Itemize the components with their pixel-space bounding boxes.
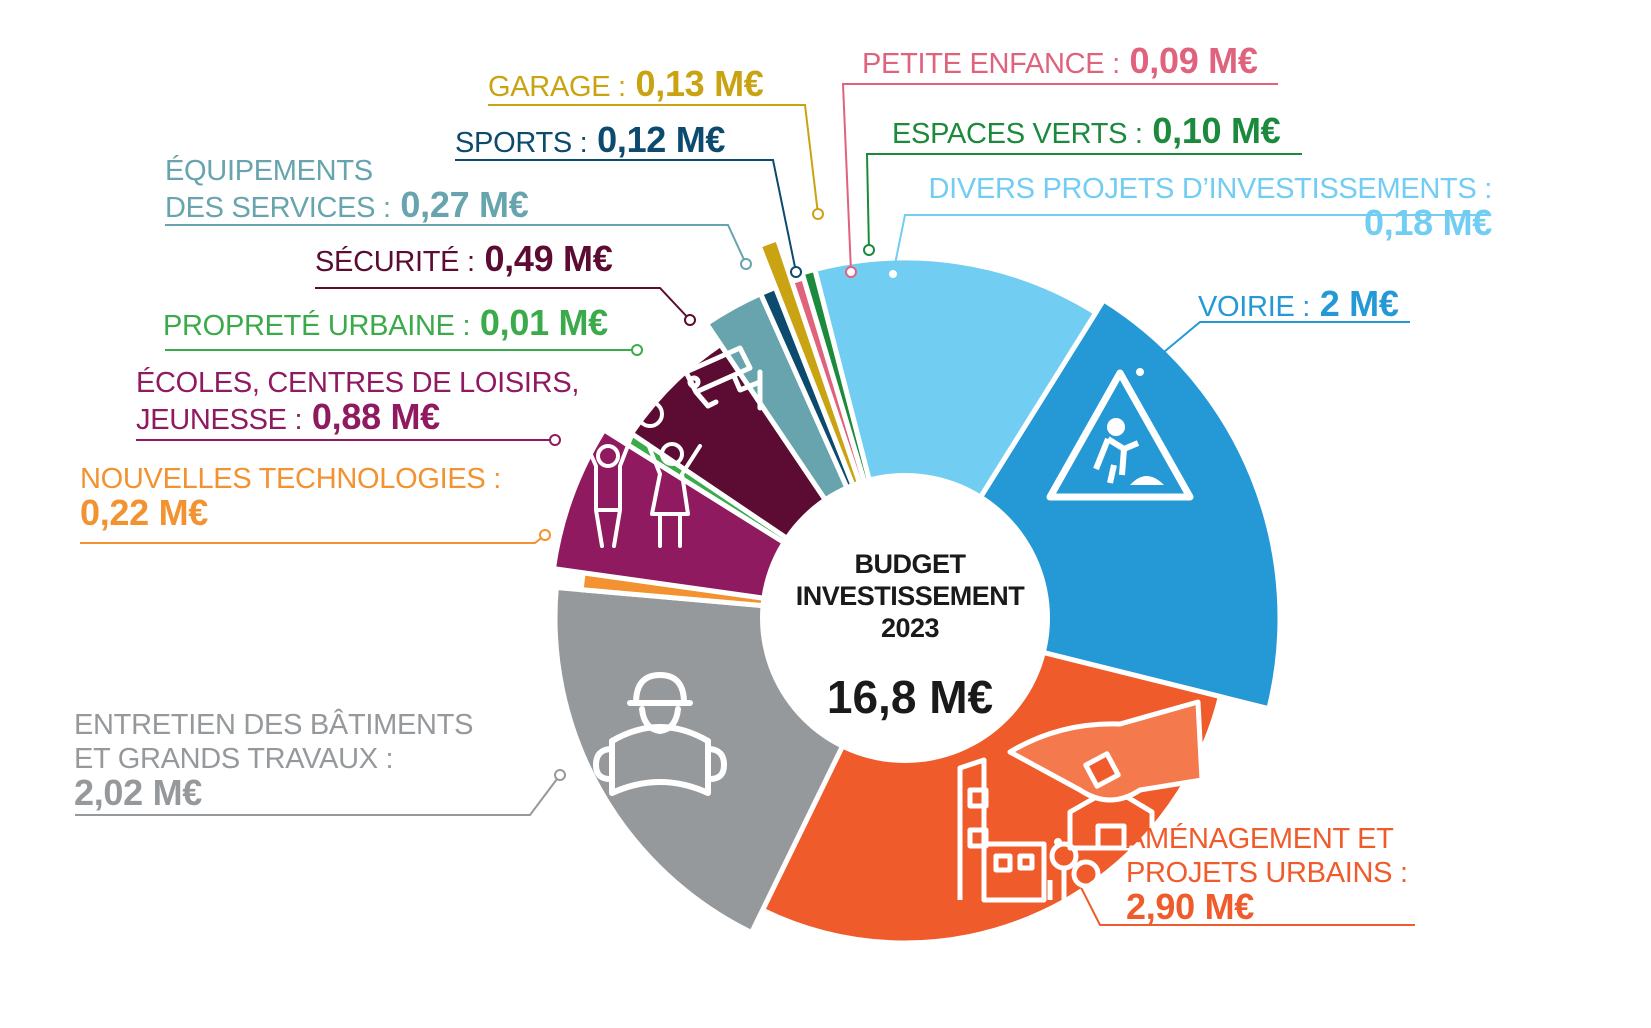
slice-value: 0,09 M€ — [1119, 40, 1258, 81]
slice-value: 2,02 M€ — [74, 772, 202, 813]
slice-label-line: ET GRANDS TRAVAUX : — [74, 743, 394, 775]
slice-label-text: JEUNESSE : 0,88 M€ — [136, 399, 579, 437]
slice-label-line: PETITE ENFANCE : — [862, 48, 1120, 80]
slice-label-entretien: ENTRETIEN DES BÂTIMENTS ET GRANDS TRAVAUX… — [74, 708, 473, 813]
slice-value: 0,22 M€ — [80, 492, 208, 533]
slice-icons — [578, 345, 1205, 903]
slice-value: 0,88 M€ — [302, 396, 440, 437]
slice-value: 0,49 M€ — [474, 238, 613, 279]
slice-label-line: VOIRIE : — [1198, 291, 1311, 323]
slice-label-espaces-verts: ESPACES VERTS : 0,10 M€ — [892, 113, 1281, 151]
leader-dot-proprete — [631, 344, 643, 356]
slice-label-text: ET GRANDS TRAVAUX : — [74, 742, 473, 776]
slice-label-securite: SÉCURITÉ : 0,49 M€ — [315, 241, 613, 279]
slice-label-voirie: VOIRIE : 2 M€ — [1198, 286, 1399, 324]
slice-label-petite-enfance: PETITE ENFANCE : 0,09 M€ — [862, 43, 1258, 81]
slice-label-text: VOIRIE : 2 M€ — [1198, 286, 1399, 324]
slice-value: 0,01 M€ — [470, 302, 608, 343]
children-icon — [578, 400, 702, 548]
road-works-icon — [1046, 369, 1194, 501]
center-title: BUDGET INVESTISSEMENT 2023 — [780, 548, 1040, 644]
leader-dot-equipements — [740, 258, 752, 270]
slice-label-text: DES SERVICES : 0,27 M€ — [165, 187, 529, 225]
slice-label-text: DIVERS PROJETS D’INVESTISSEMENTS : — [928, 172, 1493, 206]
slice-label-text: ÉQUIPEMENTS — [165, 154, 528, 188]
slice-label-text: ENTRETIEN DES BÂTIMENTS — [74, 708, 473, 742]
leader-dot-ecoles — [549, 434, 561, 446]
leader-line-petite-enfance — [841, 83, 1278, 273]
slice-value: 0,13 M€ — [625, 63, 764, 104]
leader-lines — [75, 83, 1490, 926]
slice-label-line: SÉCURITÉ : — [315, 246, 475, 278]
slice-label-line: DIVERS PROJETS D’INVESTISSEMENTS : — [928, 173, 1493, 205]
slice-label-line: ESPACES VERTS : — [892, 118, 1143, 150]
slice-label-text: ÉCOLES, CENTRES DE LOISIRS, — [136, 366, 579, 400]
slice-label-line: ÉCOLES, CENTRES DE LOISIRS, — [136, 367, 580, 399]
center-title-line: 2023 — [880, 613, 940, 643]
slice-label-nouvelles-tech: NOUVELLES TECHNOLOGIES :0,22 M€ — [80, 462, 501, 533]
slice-value: 0,10 M€ — [1142, 110, 1281, 151]
slice-label-line: AMÉNAGEMENT ET — [1126, 823, 1394, 855]
slice-label-equipements: ÉQUIPEMENTS DES SERVICES : 0,27 M€ — [165, 154, 529, 225]
slice-value: 2,90 M€ — [1126, 886, 1254, 927]
leader-dot-securite — [684, 314, 696, 326]
leader-dot-petite-enfance — [845, 266, 857, 278]
slice-label-text: PROPRETÉ URBAINE : 0,01 M€ — [163, 305, 608, 343]
slice-label-proprete: PROPRETÉ URBAINE : 0,01 M€ — [163, 305, 608, 343]
center-disc — [760, 473, 1050, 763]
slice-label-ecoles: ÉCOLES, CENTRES DE LOISIRS, JEUNESSE : 0,… — [136, 366, 579, 437]
slice-label-sports: SPORTS : 0,12 M€ — [455, 122, 725, 160]
leader-dot-sports — [790, 266, 802, 278]
leader-line-entretien — [75, 774, 561, 816]
slice-label-line: SPORTS : — [455, 127, 588, 159]
leader-line-garage — [488, 104, 819, 215]
leader-line-divers — [892, 214, 1490, 275]
slice-label-line: ÉQUIPEMENTS — [165, 155, 373, 187]
leader-line-espaces-verts — [865, 153, 1302, 251]
construction-worker-icon — [593, 672, 727, 796]
slice-label-text: PROJETS URBAINS : — [1126, 856, 1408, 890]
slice-label-text: PETITE ENFANCE : 0,09 M€ — [862, 43, 1258, 81]
slice-label-text: SPORTS : 0,12 M€ — [455, 122, 725, 160]
slice-value: 0,12 M€ — [587, 119, 726, 160]
leader-line-nouvelles-tech — [80, 534, 546, 544]
slice-value: 2 M€ — [1310, 283, 1399, 324]
leader-line-amenagement — [1057, 841, 1415, 926]
slice-label-text: ESPACES VERTS : 0,10 M€ — [892, 113, 1281, 151]
leader-dot-nouvelles-tech — [539, 529, 551, 541]
slice-label-divers: DIVERS PROJETS D’INVESTISSEMENTS :0,18 M… — [928, 172, 1493, 243]
leader-dot-divers — [887, 268, 899, 280]
slice-label-line: JEUNESSE : — [136, 404, 303, 436]
leader-line-securite — [315, 287, 691, 321]
urban-project-icon — [957, 699, 1205, 903]
slice-value: 0,27 M€ — [390, 184, 529, 225]
slice-label-line: DES SERVICES : — [165, 192, 391, 224]
leader-dot-garage — [812, 208, 824, 220]
slice-label-text: SÉCURITÉ : 0,49 M€ — [315, 241, 613, 279]
slice-value: 0,18 M€ — [1364, 202, 1492, 243]
center-total: 16,8 M€ — [826, 671, 994, 723]
leader-line-sports — [455, 159, 797, 273]
slice-label-amenagement: AMÉNAGEMENT ET PROJETS URBAINS :2,90 M€ — [1126, 822, 1408, 927]
slice-label-text: GARAGE : 0,13 M€ — [488, 66, 764, 104]
slice-label-line: PROJETS URBAINS : — [1126, 857, 1408, 889]
slice-label-text: AMÉNAGEMENT ET — [1126, 822, 1408, 856]
leader-dot-espaces-verts — [863, 244, 875, 256]
leader-line-equipements — [165, 224, 747, 265]
leader-dot-entretien — [554, 769, 566, 781]
leader-dot-voirie — [1134, 366, 1146, 378]
slice-label-line: PROPRETÉ URBAINE : — [163, 310, 471, 342]
center-title-line: BUDGET — [854, 549, 967, 579]
camera-icon — [683, 345, 763, 411]
slice-label-text: NOUVELLES TECHNOLOGIES : — [80, 462, 501, 496]
slice-label-line: NOUVELLES TECHNOLOGIES : — [80, 463, 501, 495]
slice-label-line: ENTRETIEN DES BÂTIMENTS — [74, 709, 474, 741]
slice-label-line: GARAGE : — [488, 71, 626, 103]
center-title-line: INVESTISSEMENT — [795, 581, 1025, 611]
leader-line-voirie — [1139, 321, 1410, 373]
slice-label-garage: GARAGE : 0,13 M€ — [488, 66, 764, 104]
